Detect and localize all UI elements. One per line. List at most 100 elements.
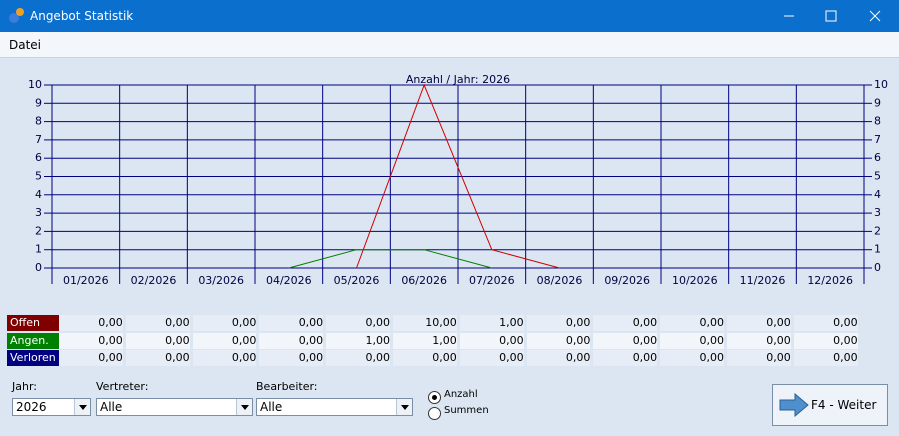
x-tick-label: 08/2026 [537,274,583,287]
series-line [356,83,560,269]
table-cell: 0,00 [660,350,724,366]
y2-tick-label: 2 [874,224,881,237]
y2-tick-label: 8 [874,115,881,128]
label: Bearbeiter: [256,380,318,393]
y-tick-label: 10 [28,78,42,91]
radio-label: Summen [444,405,489,416]
table-cell: 0,00 [593,315,658,331]
table-cell: 0,00 [526,350,591,366]
menu-bar: Datei [0,32,899,58]
window-buttons[interactable] [770,0,899,32]
app-icon [9,8,24,23]
y-tick-label: 5 [35,170,42,183]
table-cell: 0,00 [125,350,190,366]
table-cell: 0,00 [526,315,591,331]
y-tick-label: 1 [35,243,42,256]
y-tick-label: 9 [35,96,42,109]
x-tick-label: 09/2026 [604,274,650,287]
title-bar: Angebot Statistik [0,0,899,32]
button-label: F4 - Weiter [811,398,877,412]
radio-label: Anzahl [444,389,478,400]
y-tick-label: 0 [35,261,42,274]
y2-tick-label: 0 [874,261,881,274]
year-combo[interactable]: 2026 [12,398,91,416]
radio-dot [432,395,437,400]
table-cell: 0,00 [192,332,257,349]
table-cell: 0,00 [660,332,724,349]
window-title: Angebot Statistik [30,9,134,23]
y-tick-label: 4 [35,188,42,201]
x-tick-label: 03/2026 [198,274,244,287]
x-tick-label: 12/2026 [807,274,853,287]
label: Vertreter: [96,380,149,393]
table-cell: 0,00 [593,350,658,366]
y2-tick-label: 4 [874,188,881,201]
table-cell: 0,00 [192,315,257,331]
chart: Anzahl / Jahr: 2026 0 0 1 1 2 2 3 3 4 4 5 5 6 6 7 7 8 8 9 9… [28,73,888,287]
row-label: Angen. [7,332,59,349]
y2-tick-label: 10 [874,78,888,91]
y-tick-label: 7 [35,133,42,146]
label: Jahr: [12,380,37,393]
table-cell: 0,00 [793,332,858,349]
y-tick-label: 6 [35,151,42,164]
x-tick-label: 10/2026 [672,274,718,287]
x-tick-label: 04/2026 [266,274,312,287]
combo-value: Alle [260,400,283,414]
table-cell: 0,00 [393,350,457,366]
table-cell: 0,00 [459,350,524,366]
x-tick-label: 11/2026 [740,274,786,287]
data-table: Offen 0,00 0,00 0,00 0,00 0,00 10,00 1,00 0,00 0,… [0,315,899,369]
table-cell: 1,00 [326,332,390,349]
y2-tick-label: 5 [874,170,881,183]
y2-tick-label: 7 [874,133,881,146]
radio-button[interactable] [428,391,441,404]
bearbeiter-combo[interactable]: Alle [256,398,413,416]
chart-title: Anzahl / Jahr: 2026 [406,73,510,86]
y-tick-label: 8 [35,115,42,128]
table-cell: 0,00 [326,350,390,366]
table-cell: 1,00 [393,332,457,349]
y2-tick-label: 9 [874,96,881,109]
table-cell: 0,00 [259,315,324,331]
vertreter-combo[interactable]: Alle [96,398,253,416]
table-cell: 0,00 [727,350,791,366]
x-tick-label: 05/2026 [334,274,380,287]
table-cell: 0,00 [526,332,591,349]
table-cell: 0,00 [125,315,190,331]
y2-tick-label: 3 [874,206,881,219]
table-cell: 0,00 [59,332,123,349]
table-cell: 0,00 [727,315,791,331]
row-label: Offen [7,315,59,331]
menu-item[interactable]: Datei [9,38,42,52]
table-cell: 0,00 [326,315,390,331]
row-label: Verloren [7,350,59,366]
table-cell: 0,00 [459,332,524,349]
table-cell: 0,00 [593,332,658,349]
table-cell: 0,00 [727,332,791,349]
y-tick-label: 3 [35,206,42,219]
table-cell: 0,00 [793,350,858,366]
table-cell: 10,00 [393,315,457,331]
table-cell: 0,00 [259,350,324,366]
table-cell: 0,00 [192,350,257,366]
x-tick-label: 06/2026 [401,274,447,287]
arrow-icon [779,393,809,417]
x-tick-label: 07/2026 [469,274,515,287]
y-tick-label: 2 [35,224,42,237]
combo-value: Alle [100,400,123,414]
table-cell: 0,00 [259,332,324,349]
table-cell: 0,00 [125,332,190,349]
table-cell: 0,00 [59,350,123,366]
y2-tick-label: 6 [874,151,881,164]
radio-button[interactable] [428,407,441,420]
next-button[interactable]: F4 - Weiter [772,384,888,426]
table-cell: 0,00 [660,315,724,331]
radio-group: Anzahl Summen [428,389,518,423]
x-tick-label: 02/2026 [131,274,177,287]
table-cell: 0,00 [59,315,123,331]
x-tick-label: 01/2026 [63,274,109,287]
series-line [288,249,492,269]
combo-value: 2026 [16,400,47,414]
